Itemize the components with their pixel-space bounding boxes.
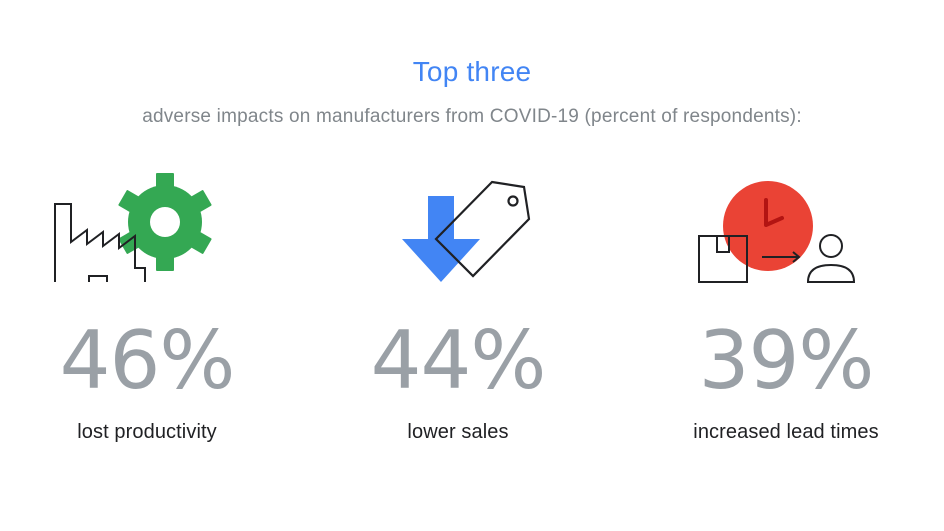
box-icon [698, 235, 748, 283]
stat-lost-productivity: 46% lost productivity [0, 168, 297, 468]
clock-icon [723, 181, 813, 271]
person-icon [806, 234, 856, 283]
clock-box-person-icon [698, 181, 856, 283]
stat-label: lost productivity [77, 421, 217, 443]
gear-icon [118, 173, 212, 271]
factory-icon [54, 203, 146, 282]
stat-value: 44% [370, 314, 547, 407]
down-arrow-icon [402, 196, 480, 282]
stat-lower-sales: 44% lower sales [308, 168, 608, 468]
chart-title: Top three [412, 56, 532, 87]
stat-label: increased lead times [693, 421, 879, 443]
chart-subtitle: adverse impacts on manufacturers from CO… [142, 106, 802, 127]
stat-label: lower sales [407, 421, 509, 443]
arrow-right-icon [762, 251, 801, 263]
factory-gear-icon [54, 173, 212, 282]
stat-increased-lead-times: 39% increased lead times [636, 168, 936, 468]
price-tag-down-arrow-icon [402, 180, 531, 282]
stat-value: 46% [59, 314, 236, 407]
stat-value: 39% [698, 314, 875, 407]
price-tag-icon [434, 180, 531, 278]
